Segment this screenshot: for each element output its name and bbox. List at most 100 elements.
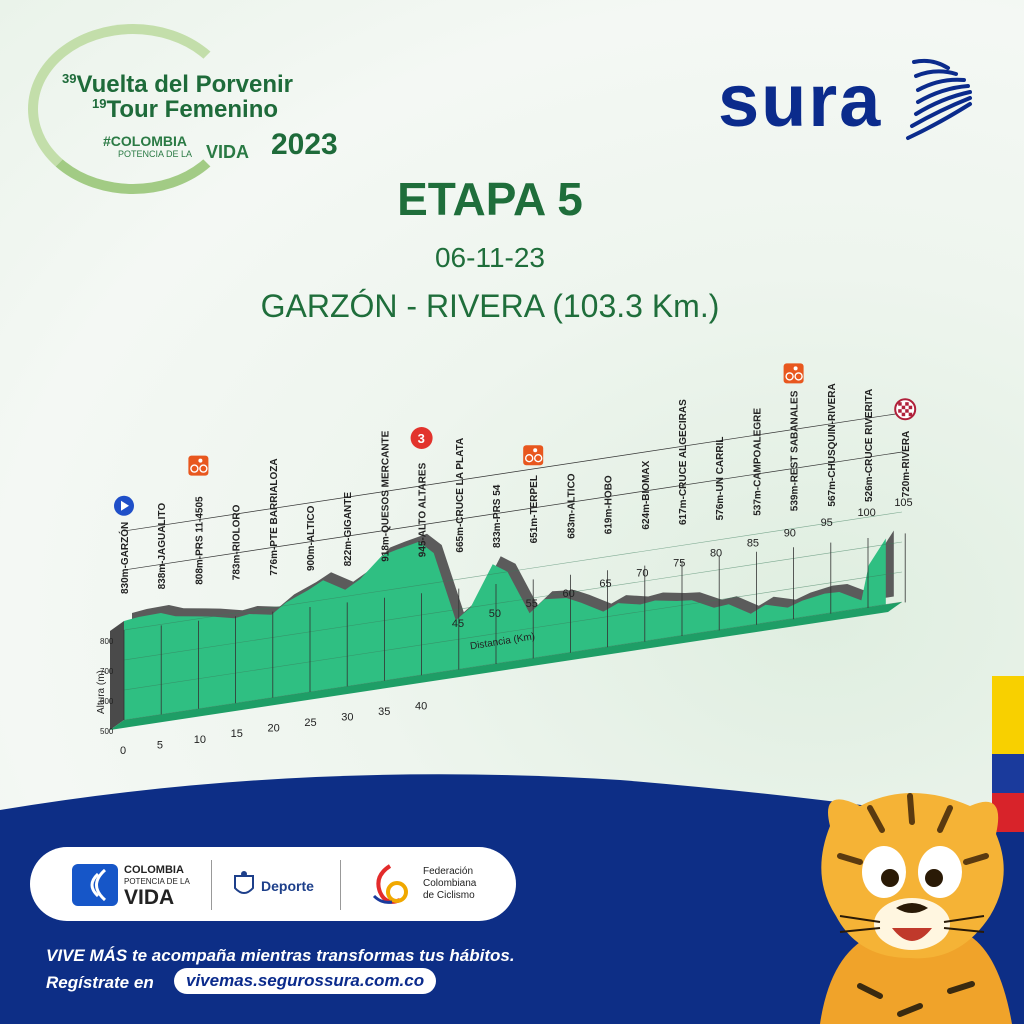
colombia-vida-icon <box>72 864 118 906</box>
waypoint-label: 838m-JAGUALITO <box>157 503 168 590</box>
x-tick-label: 50 <box>489 608 501 620</box>
guide-line <box>123 412 903 532</box>
mountain-3-icon <box>410 427 433 449</box>
x-tick-label: 20 <box>267 723 279 735</box>
x-tick-label: 35 <box>378 706 390 718</box>
waypoint-label: 567m-CHUSQUIN-RIVERA <box>827 383 838 506</box>
sprint-wheel <box>794 372 803 381</box>
waypoint-label: 776m-PTE BARRIALOZA <box>269 458 280 575</box>
grid-line <box>123 601 903 721</box>
event-logo: 39Vuelta del Porvenir 19Tour Femenino <box>62 71 293 124</box>
stage-route: GARZÓN - RIVERA (103.3 Km.) <box>260 288 720 324</box>
sprint-icon <box>783 363 804 384</box>
waypoint-icons: 3 <box>114 363 917 516</box>
profile-left-wall <box>110 621 124 730</box>
fcc-logo-icon <box>372 864 408 904</box>
potencia-text: POTENCIA DE LA <box>118 149 193 159</box>
waypoint-label: 537m-CAMPOALEGRE <box>752 408 763 516</box>
waypoint-poles <box>123 533 906 720</box>
tiger-mascot-icon <box>820 793 1012 1024</box>
x-tick-label: 60 <box>562 588 574 600</box>
waypoint-label: 822m-GIGANTE <box>343 492 354 567</box>
waypoint-label: 918m-QUESOS MERCANTE <box>380 430 391 561</box>
x-tick-label: 15 <box>231 728 243 740</box>
x-tick-label: 40 <box>415 700 427 712</box>
sprint-icon <box>523 445 544 466</box>
waypoint-label: 720m-RIVERA <box>901 431 912 498</box>
sprint-wheel <box>525 453 534 463</box>
y-tick-label: 500 <box>100 727 114 736</box>
x-tick-label: 65 <box>599 578 611 590</box>
grid-line <box>123 541 903 661</box>
waypoint-label: 526m-CRUCE RIVERITA <box>864 389 875 502</box>
x-tick-label: 105 <box>894 497 912 509</box>
edition-number: 39 <box>62 71 77 86</box>
stage-title: ETAPA 5 <box>397 173 583 225</box>
partner-fcc-line1: Federación <box>423 866 474 877</box>
mountain-category-text: 3 <box>418 431 425 446</box>
sprint-wheel <box>199 464 208 473</box>
partner-divider <box>340 860 341 910</box>
event-logo-ring <box>28 24 238 194</box>
sprint-rider <box>793 366 798 371</box>
waypoint-label: 683m-ALTICO <box>566 473 577 539</box>
profile-area <box>124 538 886 720</box>
y-axis-label: Altura (m) <box>96 670 107 714</box>
campaign-tagline: VIVE MÁS te acompaña mientras transforma… <box>46 946 515 965</box>
x-tick-label: 25 <box>304 717 316 729</box>
axis-ticks: 500 600 700 800 0 5 10 15 20 25 30 35 40 45 50 55 60 65 70… <box>100 497 913 757</box>
x-tick-label: 80 <box>710 548 722 560</box>
x-tick-label: 0 <box>120 745 126 757</box>
sura-wing-icon <box>906 58 972 140</box>
waypoint-label: 833m-PRS 54 <box>492 484 503 548</box>
chart-grid <box>123 412 903 721</box>
partner-deporte: Deporte <box>261 878 314 894</box>
partner-colombia-line1: COLOMBIA <box>124 864 184 876</box>
y-tick-label: 600 <box>100 697 114 706</box>
finish-check <box>908 412 913 417</box>
x-tick-label: 30 <box>341 711 353 723</box>
x-tick-label: 10 <box>194 734 206 746</box>
waypoint-label: 783m-RIOLORO <box>232 504 243 580</box>
colombia-hashtag: #COLOMBIA <box>103 133 187 149</box>
waypoint-label: 665m-CRUCE LA PLATA <box>455 438 466 553</box>
x-tick-label: 70 <box>636 568 648 580</box>
event-name: Vuelta del Porvenir <box>76 71 293 98</box>
partner-fcc-line3: de Ciclismo <box>423 890 475 901</box>
sprint-wheel <box>534 453 543 463</box>
x-tick-label: 55 <box>526 598 538 610</box>
waypoint-label: 808m-PRS 11-4505 <box>194 496 205 585</box>
chart-base-wall <box>110 602 902 730</box>
finish-check <box>898 402 902 406</box>
x-tick-label: 5 <box>157 739 163 751</box>
sprint-wheel <box>190 464 199 473</box>
grid-line <box>123 571 903 691</box>
sprint-wheel <box>785 372 794 381</box>
x-tick-label: 75 <box>673 558 685 570</box>
x-tick-label: 90 <box>784 527 796 539</box>
x-tick-label: 45 <box>452 618 464 630</box>
waypoint-label: 900m-ALTICO <box>306 505 317 571</box>
partner-colombia-line2: POTENCIA DE LA <box>124 877 190 886</box>
finish-check <box>908 405 913 410</box>
event-year: 2023 <box>271 128 338 161</box>
x-tick-label: 85 <box>747 537 759 549</box>
vida-text: VIDA <box>206 142 250 162</box>
partner-colombia-line3: VIDA <box>124 886 175 909</box>
coat-of-arms-icon <box>234 871 254 894</box>
sprint-icon <box>188 455 209 476</box>
profile-base <box>110 602 902 730</box>
finish-check <box>905 409 909 413</box>
register-url-link[interactable]: vivemas.segurossura.com.co <box>174 968 437 994</box>
start-arrow <box>121 500 129 511</box>
edition-number-femenino: 19 <box>92 96 107 112</box>
event-name-femenino: Tour Femenino <box>106 96 279 124</box>
partner-divider <box>211 860 212 910</box>
finish-check <box>898 409 902 413</box>
waypoint-label: 651m-TERPEL <box>529 475 540 543</box>
grid-line <box>123 511 903 631</box>
elevation-profile-chart: 830m-GARZÓN 838m-JAGUALITO 808m-PRS 11-450… <box>96 363 917 757</box>
x-tick-label: 95 <box>821 517 833 529</box>
y-tick-label: 800 <box>100 637 114 646</box>
waypoint-label: 624m-BIOMAX <box>641 460 652 529</box>
